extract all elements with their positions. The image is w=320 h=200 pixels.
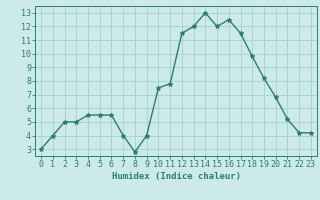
X-axis label: Humidex (Indice chaleur): Humidex (Indice chaleur) [111,172,241,181]
